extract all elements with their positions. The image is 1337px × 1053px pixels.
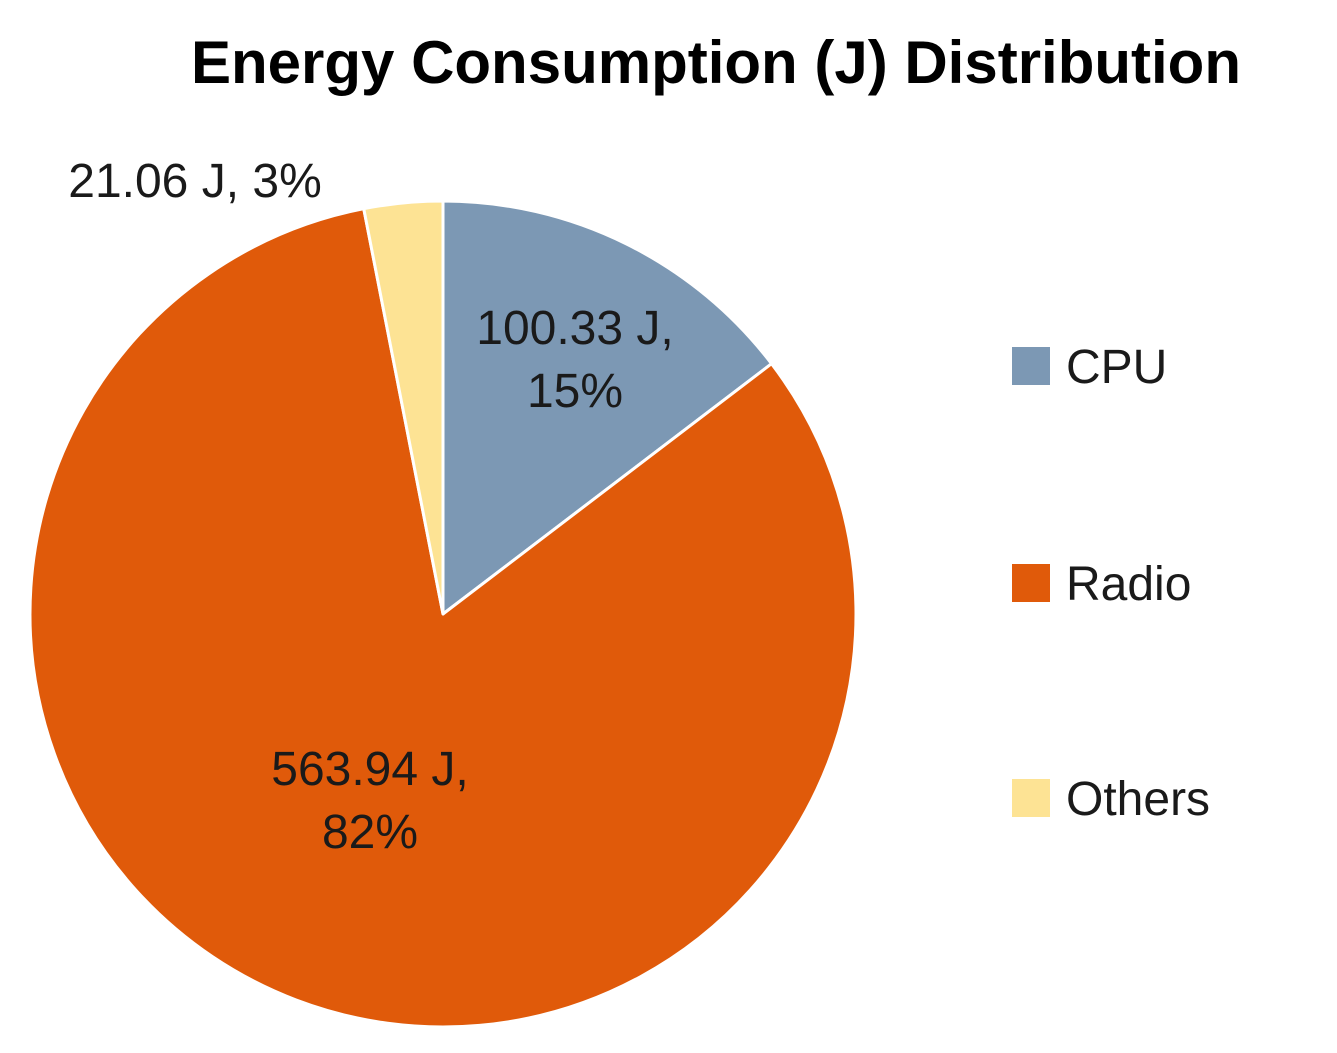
data-label-others: 21.06 J, 3%	[68, 155, 322, 208]
legend-swatch-cpu	[1012, 347, 1050, 385]
legend-swatch-radio	[1012, 564, 1050, 602]
legend-label-radio: Radio	[1066, 558, 1191, 611]
legend-label-cpu: CPU	[1066, 341, 1167, 394]
legend-swatch-others	[1012, 779, 1050, 817]
pie-slice-others	[362, 199, 445, 616]
data-label-cpu: 100.33 J, 15%	[476, 302, 673, 418]
pie-slices	[28, 199, 858, 1029]
chart-title: Energy Consumption (J) Distribution	[191, 29, 1241, 96]
data-label-radio: 563.94 J, 82%	[271, 743, 468, 859]
pie-slice-radio	[28, 207, 858, 1029]
pie-data-labels: 100.33 J, 15% 563.94 J, 82% 21.06 J, 3%	[68, 155, 673, 859]
legend: CPU Radio Others	[1012, 341, 1210, 826]
legend-label-others: Others	[1066, 773, 1210, 826]
pie-slice-cpu	[441, 199, 774, 616]
